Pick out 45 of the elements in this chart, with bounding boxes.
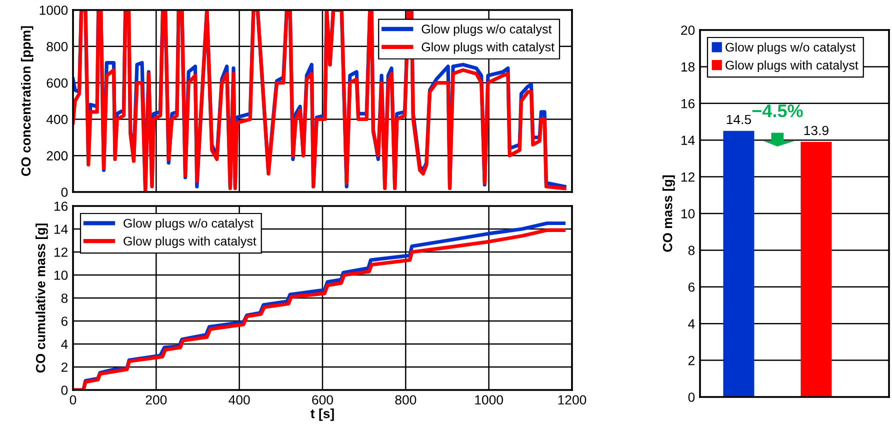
y-tick-label: 18	[681, 62, 695, 72]
y-tick-label: 0	[61, 386, 68, 395]
y-axis-title: CO cumulative mass [g]	[36, 224, 48, 373]
legend-label: Glow plugs with catalyst	[422, 42, 554, 54]
y-tick-label: 10	[681, 209, 695, 218]
annotation: −4.5%	[752, 104, 803, 118]
y-tick-label: 12	[54, 248, 68, 257]
data-label: 13.9	[804, 126, 828, 136]
x-tick-label: 0	[70, 395, 76, 405]
x-tick-label: 800	[395, 395, 416, 405]
y-tick-label: 2	[61, 362, 68, 372]
legend-label: Glow plugs w/o catalyst	[124, 218, 254, 230]
y-axis-title: CO concentration [ppm]	[20, 26, 34, 176]
x-axis-title: t [s]	[310, 408, 334, 421]
x-tick-label: 200	[146, 395, 167, 405]
y-tick-label: 4	[688, 319, 695, 328]
legend-label: Glow plugs with catalyst	[726, 60, 858, 72]
y-tick-label: 1000	[40, 6, 68, 15]
legend-label: Glow plugs w/o catalyst	[422, 24, 552, 36]
y-tick-label: 6	[61, 316, 68, 326]
y-tick-label: 14	[54, 224, 68, 234]
y-axis-title: CO mass [g]	[662, 175, 675, 252]
y-tick-label: 20	[681, 26, 695, 35]
data-label: 14.5	[726, 114, 752, 124]
x-tick-label: 1200	[558, 395, 586, 405]
legend-label: Glow plugs w/o catalyst	[726, 42, 856, 54]
y-tick-label: 16	[54, 202, 68, 211]
y-tick-label: 200	[46, 151, 68, 161]
legend-label: Glow plugs with catalyst	[124, 236, 256, 248]
y-tick-label: 800	[46, 42, 68, 52]
y-tick-label: 400	[46, 114, 68, 124]
y-tick-label: 8	[688, 246, 695, 256]
y-tick-label: 12	[681, 172, 694, 182]
x-tick-label: 600	[312, 395, 333, 405]
y-tick-label: 0	[61, 188, 68, 197]
y-tick-label: 2	[688, 356, 694, 366]
y-tick-label: 600	[46, 78, 68, 88]
x-tick-label: 400	[228, 395, 250, 405]
y-tick-label: 14	[681, 136, 695, 145]
y-tick-label: 4	[61, 340, 68, 349]
y-tick-label: 10	[54, 270, 68, 280]
y-tick-label: 6	[688, 282, 695, 292]
x-tick-label: 1000	[475, 395, 503, 405]
y-tick-label: 16	[681, 98, 695, 108]
y-tick-label: 8	[61, 294, 68, 303]
